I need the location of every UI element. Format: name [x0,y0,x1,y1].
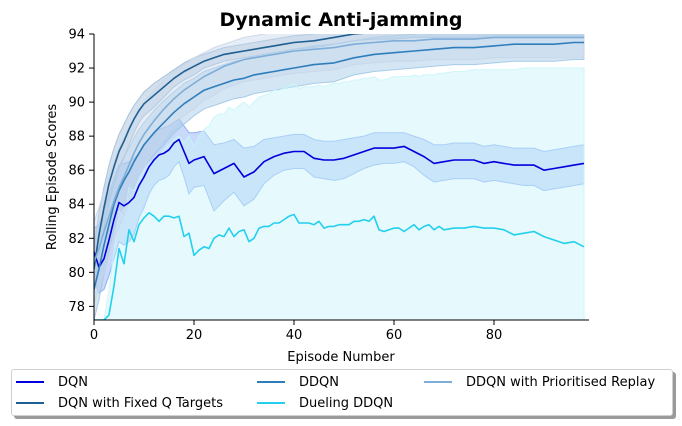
chart-title: Dynamic Anti-jamming [220,9,463,31]
x-tick-label: 60 [386,328,403,343]
x-tick-label: 0 [90,328,98,343]
legend-swatch [257,402,285,404]
legend-swatch [257,381,285,383]
chart: Dynamic Anti-jamming 0 20 40 60 80 78 80 82 84 8… [45,9,589,365]
y-tick-label: 84 [68,198,85,213]
x-ticks: 0 20 40 60 80 [90,320,502,343]
y-tick-label: 86 [68,164,85,179]
y-tick-label: 88 [68,130,85,145]
y-tick-label: 82 [68,232,85,247]
legend: DQN DQN with Fixed Q Targets DDQN Duelin… [11,369,673,416]
series-lines [94,34,585,320]
y-ticks: 78 80 82 84 86 88 90 92 94 [68,28,94,315]
legend-label: DDQN [299,374,339,390]
y-tick-label: 92 [68,62,85,77]
y-tick-label: 80 [68,266,85,281]
y-tick-label: 94 [68,28,85,43]
legend-item-dueling-ddqn: Dueling DDQN [257,394,393,412]
legend-label: Dueling DDQN [299,395,394,411]
series-line-dqn [94,138,585,268]
x-tick-label: 20 [186,328,203,343]
legend-label: DDQN with Prioritised Replay [466,374,656,390]
legend-item-dqn: DQN [16,373,88,391]
y-axis-label: Rolling Episode Scores [45,104,60,250]
confidence-bands [94,34,585,320]
legend-label: DQN [58,374,88,390]
legend-item-dqn-fixed-q-targets: DQN with Fixed Q Targets [16,394,223,412]
x-axis-label: Episode Number [287,350,395,365]
x-tick-label: 40 [286,328,303,343]
series-line-ddqn-with-prioritised-replay [94,36,584,263]
y-tick-label: 90 [68,96,85,111]
legend-label: DQN with Fixed Q Targets [58,395,223,411]
legend-swatch [424,381,452,383]
series-line-dueling-ddqn [94,212,585,320]
series-line-dqn-with-fixed-q-targets [94,34,364,270]
legend-swatch [16,381,44,383]
legend-item-ddqn-prioritised-replay: DDQN with Prioritised Replay [424,373,655,391]
band-dueling-ddqn [94,67,585,320]
y-tick-label: 78 [68,300,85,315]
band-ddqn-with-prioritised-replay [94,34,585,304]
band-ddqn [94,34,585,320]
legend-item-ddqn: DDQN [257,373,339,391]
x-tick-label: 80 [486,328,503,343]
series-line-ddqn [94,41,584,290]
legend-swatch [16,402,44,404]
